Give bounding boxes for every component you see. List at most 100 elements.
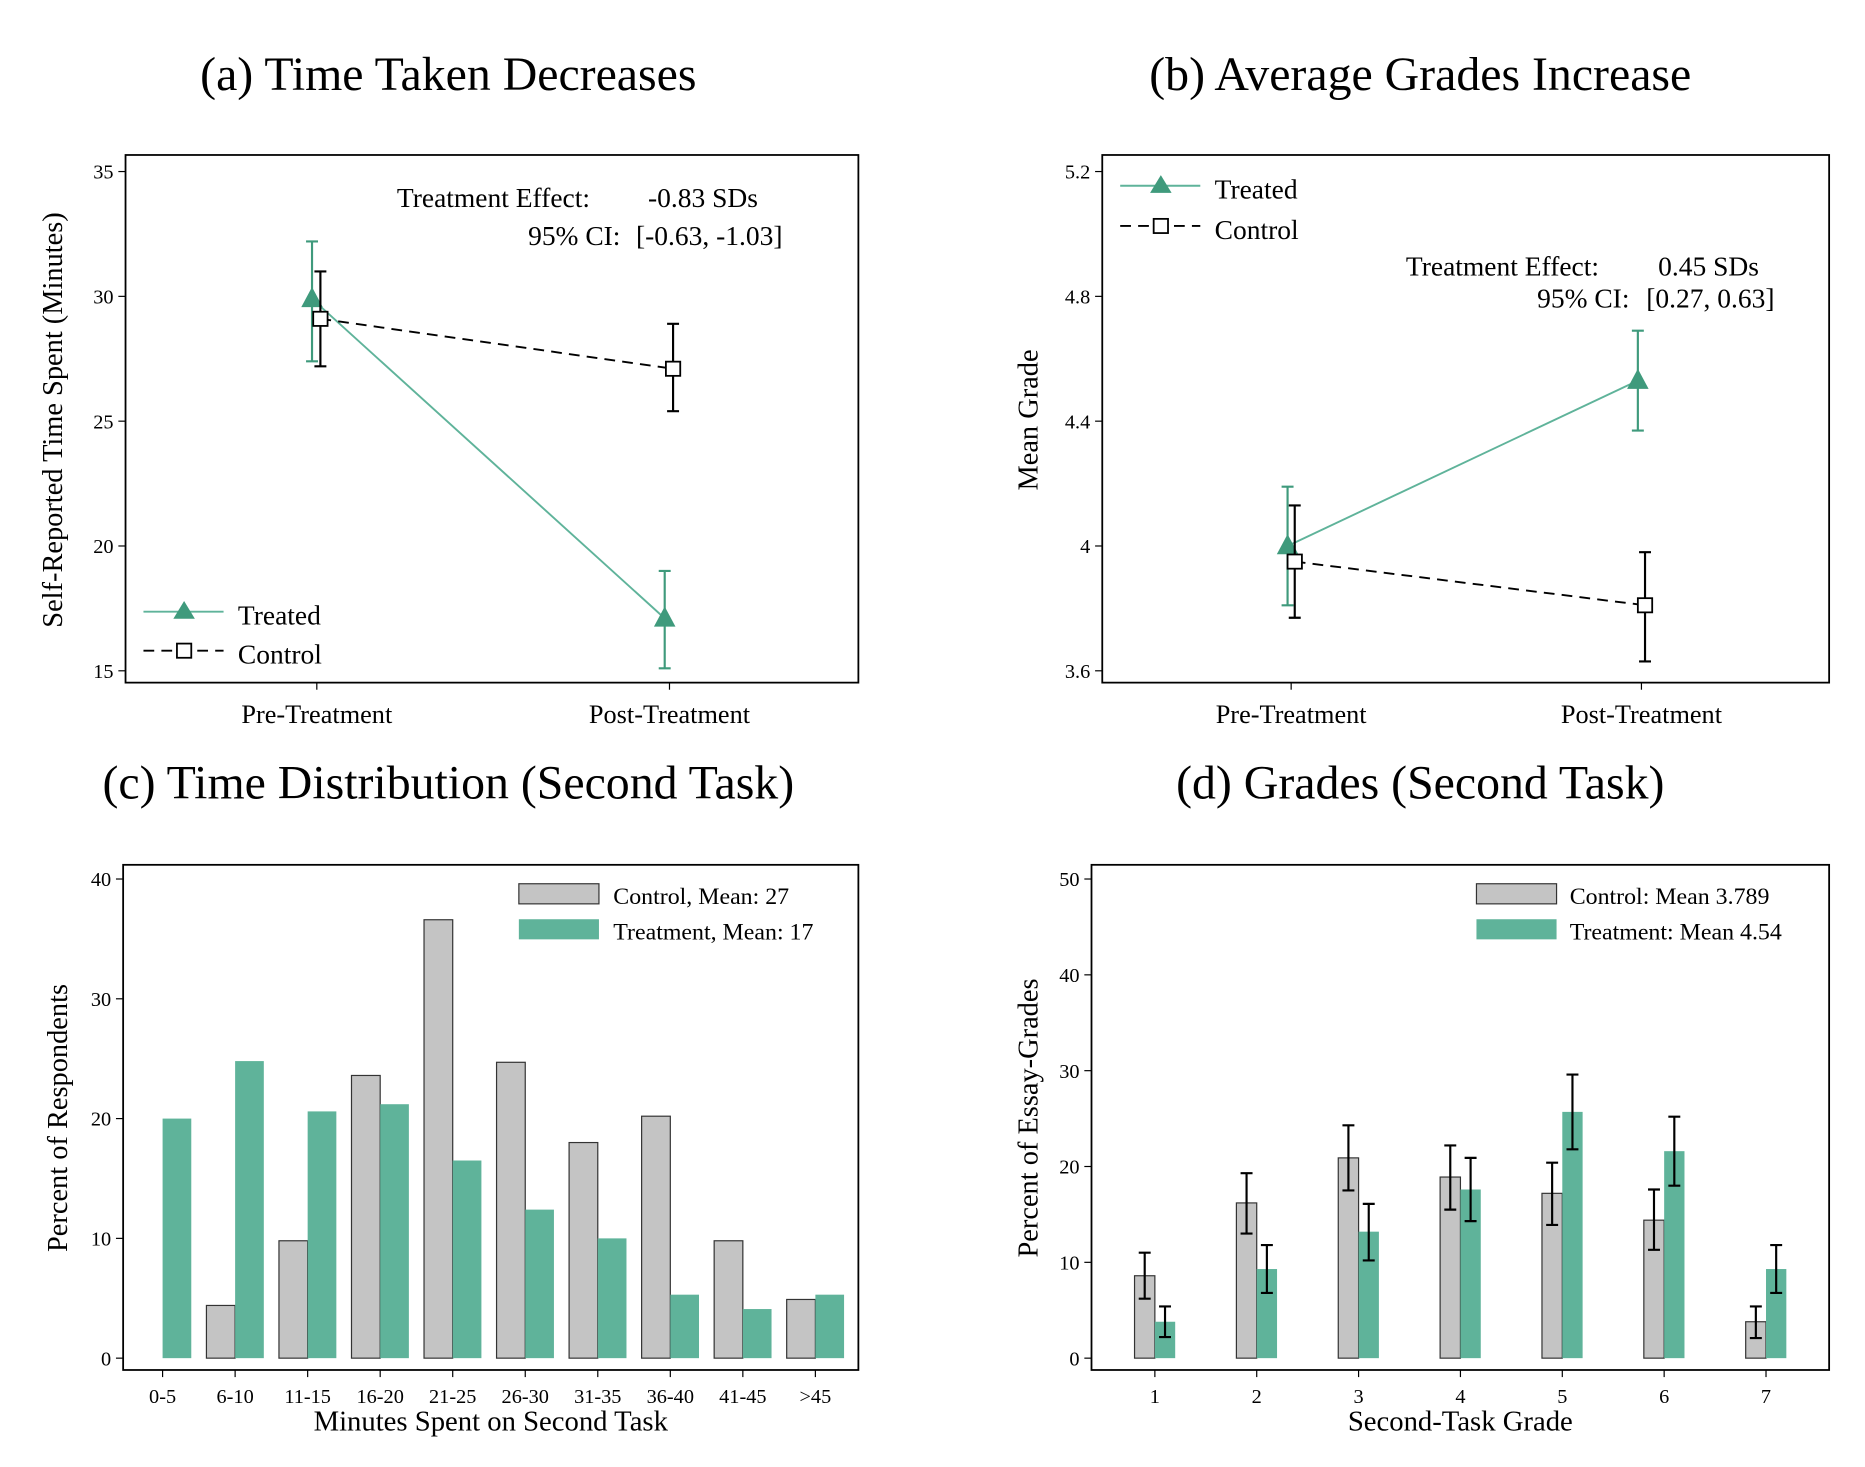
y-tick-label: 4 (1080, 536, 1090, 558)
treatment-bar (307, 1111, 337, 1359)
error-bar (1749, 1305, 1762, 1340)
y-tick-label: 3.6 (1065, 661, 1090, 683)
legend-swatch (1475, 883, 1558, 905)
ci-value: [0.27, 0.63] (1646, 284, 1774, 314)
legend-triangle-icon (173, 600, 195, 619)
x-tick-label: 1 (1150, 1386, 1160, 1408)
legend-label: Treated (1215, 175, 1298, 205)
ci-label: 95% CI: (1537, 284, 1629, 314)
treatment-bar (1460, 1189, 1481, 1359)
legend-label: Control (1215, 215, 1299, 245)
error-bar (1362, 1202, 1375, 1262)
y-tick-label: 50 (1059, 869, 1079, 891)
x-tick-label: 5 (1557, 1386, 1567, 1408)
control-bar (568, 1141, 599, 1359)
y-tick-label: 0 (1069, 1348, 1079, 1370)
y-tick-label: 10 (1059, 1253, 1079, 1275)
y-tick-label: 10 (91, 1229, 111, 1251)
treatment-bar (1358, 1231, 1379, 1359)
error-bar (1240, 1172, 1253, 1235)
treatment-bar (597, 1238, 627, 1359)
control-bar (786, 1298, 816, 1359)
panel-b: (b) Average Grades Increase Mean Grade 3.6… (1014, 49, 1831, 729)
panel-c: (c) Time Distribution (Second Task) Perce… (43, 758, 860, 1437)
x-tick-label: 2 (1252, 1386, 1262, 1408)
legend-square-icon (1152, 217, 1169, 234)
legend-label: Control (238, 640, 322, 670)
x-axis-label: Second-Task Grade (1348, 1406, 1573, 1437)
y-axis-label: Self-Reported Time Spent (Minutes) (38, 212, 69, 627)
y-tick-label: 40 (1059, 965, 1079, 987)
y-tick-label: 0 (101, 1348, 111, 1370)
treatment-bar (380, 1104, 409, 1359)
legend-swatch (518, 883, 600, 905)
y-tick-label: 35 (93, 162, 113, 184)
error-bar (1138, 1251, 1151, 1300)
x-tick-label: 0-5 (149, 1386, 176, 1408)
treatment-bar (670, 1294, 700, 1359)
x-tick-label: 7 (1761, 1386, 1771, 1408)
error-bar (1668, 1115, 1681, 1187)
y-axis-label: Mean Grade (1014, 349, 1045, 490)
square-marker (1286, 553, 1303, 570)
treatment-bar (235, 1061, 264, 1359)
x-tick-label: 11-15 (284, 1386, 331, 1408)
control-bar (641, 1115, 671, 1359)
effect-value: -0.83 SDs (648, 183, 758, 213)
y-tick-label: 20 (1059, 1157, 1079, 1179)
x-axis-label: Minutes Spent on Second Task (314, 1406, 669, 1437)
treatment-bar (742, 1309, 772, 1359)
control-bar (205, 1304, 236, 1359)
error-bar (1260, 1244, 1273, 1295)
y-tick-label: 30 (93, 287, 113, 309)
x-tick-label: 21-25 (429, 1386, 476, 1408)
y-tick-label: 15 (93, 661, 113, 683)
x-tick-label: Pre-Treatment (1216, 700, 1368, 729)
control-bar (350, 1074, 381, 1359)
treatment-bar (1154, 1321, 1176, 1359)
treatment-bar (162, 1118, 192, 1359)
y-tick-label: 30 (91, 989, 111, 1011)
x-tick-label: 16-20 (356, 1386, 403, 1408)
ci-label: 95% CI: (528, 221, 620, 251)
legend-label: Treated (238, 601, 321, 631)
x-tick-label: >45 (799, 1386, 831, 1408)
series-line (311, 298, 666, 620)
y-axis-label: Percent of Respondents (43, 984, 74, 1252)
error-bar (1464, 1156, 1477, 1223)
y-tick-label: 20 (91, 1109, 111, 1131)
legend-label: Treatment, Mean: 17 (613, 919, 813, 945)
effect-label: Treatment Effect: (397, 183, 590, 213)
panel-a: (a) Time Taken Decreases Self-Reported Ti… (38, 49, 860, 729)
treatment-bar (815, 1294, 845, 1359)
legend-label: Control, Mean: 27 (613, 884, 789, 910)
effect-label: Treatment Effect: (1406, 252, 1599, 282)
legend-square-icon (176, 642, 193, 659)
treatment-bar (452, 1160, 482, 1359)
chart-title: (b) Average Grades Increase (1149, 49, 1691, 101)
plot-frame (1101, 154, 1831, 684)
x-tick-label: Pre-Treatment (241, 700, 393, 729)
error-bar (1546, 1161, 1559, 1227)
triangle-marker (653, 606, 676, 627)
y-tick-label: 30 (1059, 1061, 1079, 1083)
square-marker (1636, 597, 1654, 614)
control-bar (495, 1061, 526, 1359)
error-bar (1342, 1124, 1355, 1192)
panel-d: (d) Grades (Second Task) Percent of Essay… (1014, 758, 1831, 1437)
x-tick-label: 4 (1455, 1386, 1465, 1408)
x-tick-label: 6 (1659, 1386, 1669, 1408)
x-tick-label: 36-40 (647, 1386, 694, 1408)
x-tick-label: 41-45 (719, 1386, 766, 1408)
x-tick-label: 3 (1353, 1386, 1363, 1408)
y-tick-label: 20 (93, 536, 113, 558)
control-bar (713, 1240, 744, 1359)
legend-swatch (518, 919, 599, 940)
error-bar (1770, 1244, 1783, 1295)
y-axis-label: Percent of Essay-Grades (1014, 979, 1045, 1258)
chart-title: (a) Time Taken Decreases (200, 49, 696, 101)
triangle-marker (1276, 534, 1299, 555)
series-line (1287, 379, 1639, 547)
square-marker (312, 310, 329, 327)
treatment-bar (1766, 1269, 1787, 1359)
